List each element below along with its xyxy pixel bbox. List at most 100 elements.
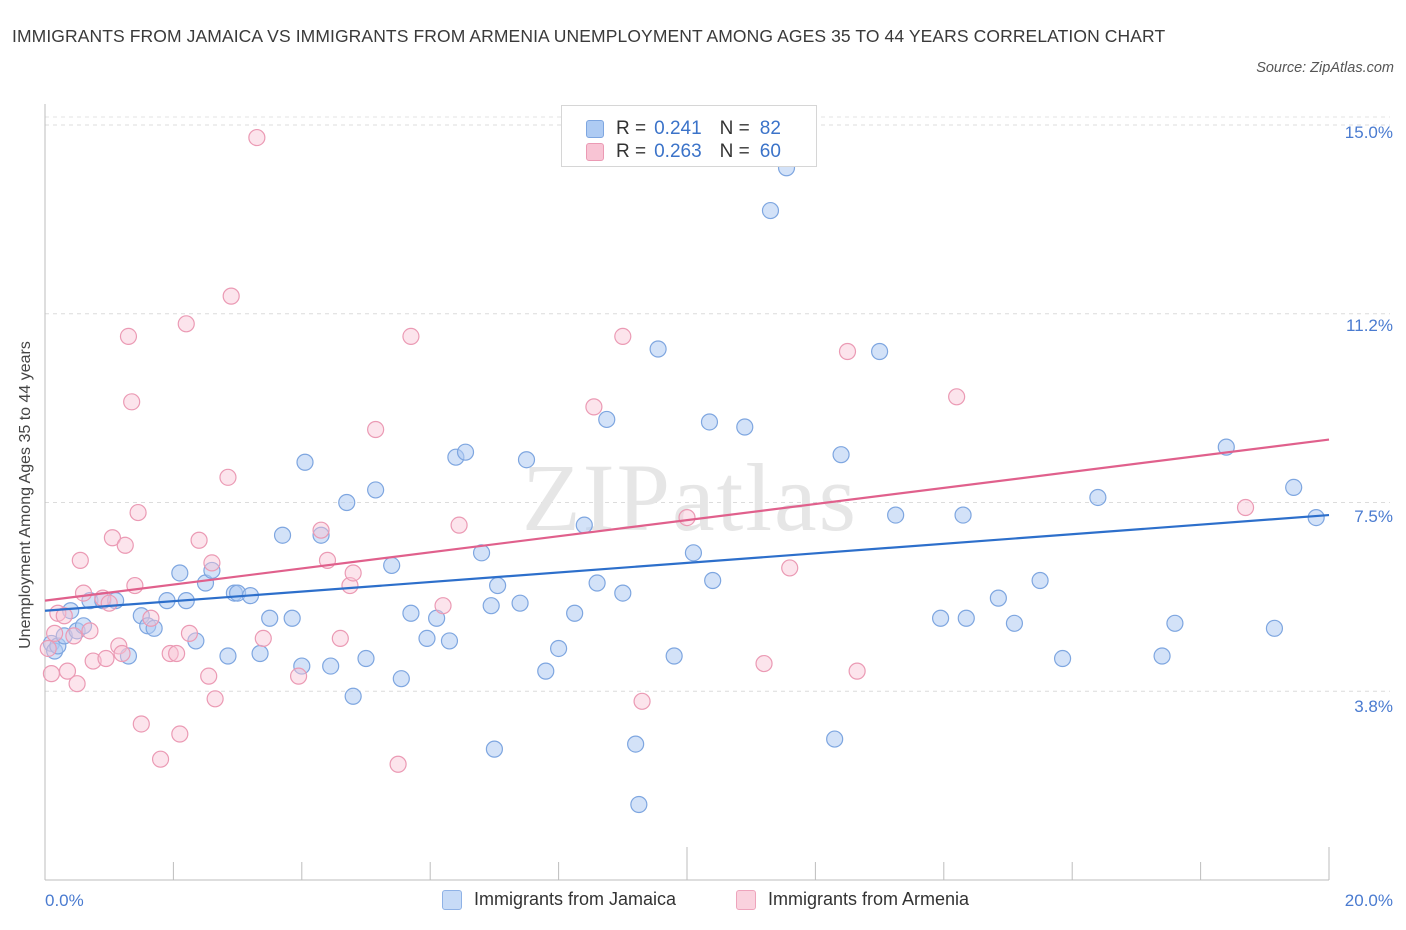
jamaica-point: [312, 526, 330, 544]
armenia-point: [848, 662, 866, 680]
armenia-point: [331, 629, 349, 648]
r-label: R =: [616, 118, 647, 139]
jamaica-point: [344, 687, 362, 705]
jamaica-point: [511, 594, 529, 612]
legend-label-jamaica: Immigrants from Jamaica: [474, 889, 677, 909]
armenia-point: [42, 665, 61, 683]
jamaica-point: [704, 571, 722, 590]
armenia-point: [755, 654, 773, 673]
armenia-point: [129, 503, 147, 522]
jamaica-point: [649, 340, 667, 358]
armenia-point: [39, 639, 57, 658]
armenia-point: [344, 564, 362, 582]
armenia-point: [206, 690, 224, 708]
y-tick-label-15: 15.0%: [1344, 123, 1393, 142]
jamaica-point: [665, 647, 683, 665]
armenia-point: [171, 725, 189, 743]
jamaica-point: [887, 506, 905, 524]
armenia-point: [585, 398, 603, 416]
legend-row-armenia: R = 0.263 N = 60: [586, 139, 781, 165]
jamaica-point: [954, 506, 972, 524]
jamaica-point: [322, 657, 340, 675]
armenia-point: [633, 692, 651, 710]
n-value: 60: [759, 141, 781, 162]
jamaica-point: [251, 644, 269, 663]
jamaica-point: [588, 574, 606, 592]
armenia-point: [161, 644, 179, 663]
armenia-point: [450, 516, 468, 534]
jamaica-point: [870, 342, 889, 361]
x-tick-label-max: 20.0%: [1344, 891, 1393, 910]
grid-lines: [45, 116, 1390, 692]
jamaica-point: [517, 451, 536, 469]
jamaica-point: [826, 730, 844, 748]
armenia-point: [168, 644, 186, 663]
jamaica-point: [1307, 508, 1325, 527]
jamaica-point: [456, 443, 475, 461]
jamaica-point: [273, 526, 292, 544]
armenia-point: [222, 287, 240, 305]
armenia-trend-line: [44, 438, 1330, 602]
jamaica-point: [627, 735, 645, 753]
jamaica-point: [614, 584, 632, 602]
armenia-point: [838, 342, 857, 361]
armenia-point: [1236, 498, 1255, 517]
jamaica-point: [575, 516, 593, 534]
armenia-point: [678, 508, 696, 527]
jamaica-point: [989, 589, 1007, 607]
jamaica-point: [219, 647, 237, 665]
jamaica-point: [684, 544, 703, 562]
jamaica-trend-line: [44, 513, 1330, 612]
armenia-point: [248, 128, 266, 147]
armenia-point: [177, 315, 195, 333]
jamaica-point: [402, 604, 420, 622]
jamaica-point: [931, 609, 950, 627]
jamaica-point: [1265, 619, 1284, 637]
jamaica-point: [383, 556, 401, 575]
jamaica-point: [566, 604, 584, 622]
armenia-point: [200, 667, 218, 685]
jamaica-point: [338, 493, 356, 512]
jamaica-point: [485, 740, 503, 758]
armenia-point: [132, 715, 150, 733]
armenia-point: [142, 609, 160, 627]
armenia-point: [55, 607, 73, 625]
armenia-point: [74, 584, 93, 602]
jamaica-point: [736, 418, 754, 436]
jamaica-swatch: [586, 120, 604, 138]
armenia-point: [180, 624, 199, 642]
trend-lines: [44, 438, 1330, 612]
jamaica-point: [367, 481, 385, 499]
jamaica-point: [357, 649, 375, 668]
jamaica-point: [1053, 649, 1072, 668]
jamaica-point: [1005, 614, 1024, 632]
legend-item-armenia[interactable]: Immigrants from Armenia: [736, 889, 969, 910]
y-axis-label: Unemployment Among Ages 35 to 44 years: [17, 341, 34, 649]
jamaica-point: [700, 413, 719, 431]
jamaica-point: [1166, 614, 1184, 632]
jamaica-point: [832, 446, 850, 464]
armenia-point: [312, 521, 330, 539]
legend-row-jamaica: R = 0.241 N = 82: [586, 116, 781, 142]
jamaica-points: [42, 159, 1325, 814]
armenia-point: [219, 468, 237, 486]
jamaica-point: [145, 619, 163, 637]
armenia-point: [614, 327, 632, 345]
jamaica-point: [598, 410, 616, 429]
jamaica-point: [1031, 571, 1049, 590]
armenia-point: [389, 755, 407, 773]
armenia-point: [116, 536, 134, 554]
y-tick-label-3: 3.8%: [1354, 697, 1393, 716]
jamaica-point: [171, 564, 189, 582]
n-label: N =: [719, 141, 750, 162]
jamaica-swatch: [442, 889, 462, 910]
legend-item-jamaica[interactable]: Immigrants from Jamaica: [442, 889, 676, 910]
armenia-point: [781, 559, 799, 577]
jamaica-point: [1285, 478, 1303, 496]
jamaica-point: [440, 632, 459, 650]
armenia-point: [367, 420, 385, 439]
armenia-point: [119, 327, 138, 345]
armenia-point: [113, 644, 131, 663]
series-legend: Immigrants from Jamaica Immigrants from …: [0, 889, 1406, 915]
y-tick-label-11: 11.2%: [1346, 316, 1393, 335]
